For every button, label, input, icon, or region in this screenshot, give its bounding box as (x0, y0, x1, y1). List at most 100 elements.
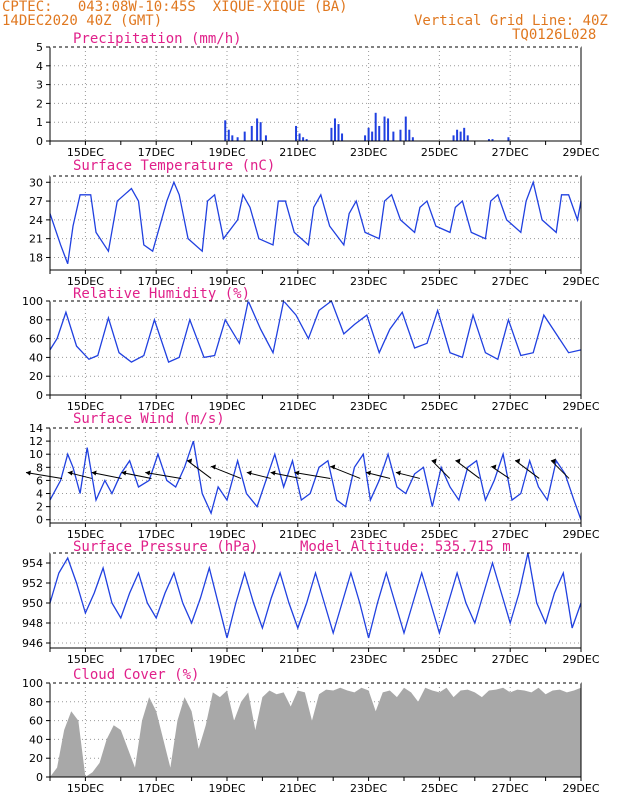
series-line (49, 552, 582, 639)
header-station: CPTEC: 043:08W-10:45S XIQUE-XIQUE (BA) (2, 0, 348, 15)
wind-vector (455, 460, 480, 479)
wind-arrowhead (121, 470, 127, 476)
y-tick-label: 4 (36, 488, 43, 501)
wind-vector (25, 471, 63, 479)
wind-arrowhead (551, 458, 556, 464)
x-tick-label: 27DEC (492, 528, 529, 541)
precip-bar (507, 137, 510, 141)
precip-bar (491, 139, 494, 141)
x-tick-label: 27DEC (492, 146, 529, 159)
x-tick-label: 15DEC (67, 275, 104, 288)
header-model: TQ0126L028 (512, 27, 597, 43)
x-tick-label: 27DEC (492, 400, 529, 413)
precip-bar (367, 127, 370, 141)
panel-title: Relative Humidity (%) (73, 286, 250, 302)
y-tick-label: 40 (29, 351, 43, 364)
x-tick-label: 17DEC (138, 528, 175, 541)
x-tick-label: 23DEC (350, 653, 387, 666)
wind-vector (270, 471, 301, 479)
x-tick-label: 19DEC (208, 275, 245, 288)
x-tick-label: 29DEC (562, 653, 599, 666)
y-tick-label: 2 (36, 97, 43, 110)
y-tick-label: 946 (22, 637, 43, 650)
y-tick-label: 3 (36, 79, 43, 92)
x-tick-label: 29DEC (562, 782, 599, 795)
precip-bar (295, 125, 298, 141)
x-tick-label: 17DEC (138, 146, 175, 159)
x-tick-label: 23DEC (350, 275, 387, 288)
x-tick-label: 19DEC (208, 400, 245, 413)
panel-title: Surface Pressure (hPa) (73, 539, 258, 555)
x-tick-label: 17DEC (138, 275, 175, 288)
wind-arrowhead (145, 470, 151, 476)
wind-vector (294, 471, 331, 479)
precip-bar (459, 131, 462, 141)
wind-arrowhead (26, 470, 31, 476)
x-tick-label: 25DEC (421, 653, 458, 666)
y-tick-label: 6 (36, 474, 43, 487)
y-tick-label: 10 (29, 448, 43, 461)
x-tick-label: 23DEC (350, 782, 387, 795)
y-tick-label: 948 (22, 617, 43, 630)
wind-arrowhead (210, 464, 216, 470)
series-line (49, 180, 582, 264)
precip-bar (392, 131, 395, 141)
x-tick-label: 15DEC (67, 146, 104, 159)
x-tick-label: 29DEC (562, 146, 599, 159)
precip-bar (371, 131, 374, 141)
precip-bar (236, 137, 239, 141)
wind-arrowhead (91, 470, 97, 476)
y-tick-label: 14 (29, 422, 43, 435)
y-tick-label: 952 (22, 577, 43, 590)
wind-arrowhead (294, 470, 300, 476)
precip-bar (298, 133, 301, 141)
precip-bar (463, 127, 466, 141)
precip-bar (374, 112, 377, 141)
x-tick-label: 27DEC (492, 275, 529, 288)
precip-bar (341, 133, 344, 141)
precip-bar (404, 116, 407, 141)
precip-bar (387, 118, 390, 141)
x-tick-label: 21DEC (279, 528, 316, 541)
panel-6: Cloud Cover (%) 0 20 40 60 80 100 15DEC 17DEC 19D… (22, 667, 600, 795)
precip-bar (364, 135, 367, 141)
panel-title: Surface Temperature (nC) (73, 158, 275, 174)
series-line (49, 298, 582, 363)
x-tick-label: 17DEC (138, 653, 175, 666)
precip-bar (399, 129, 402, 141)
precip-bar (466, 135, 469, 141)
x-tick-label: 19DEC (208, 528, 245, 541)
wind-vector (330, 465, 361, 479)
precip-bar (302, 137, 305, 141)
y-tick-label: 20 (29, 752, 43, 765)
wind-arrowhead (455, 458, 461, 464)
wind-arrowhead (515, 458, 521, 464)
x-tick-label: 21DEC (279, 782, 316, 795)
y-tick-label: 0 (36, 514, 43, 527)
x-tick-label: 21DEC (279, 400, 316, 413)
panel-5: Surface Pressure (hPa) Model Altitude: 53… (22, 539, 600, 666)
y-tick-label: 18 (29, 251, 43, 264)
panel-3: Relative Humidity (%) 0 20 40 60 80 100 15DEC 17… (22, 286, 600, 413)
wind-arrowhead (366, 470, 372, 476)
wind-vector (210, 465, 242, 479)
x-tick-label: 15DEC (67, 528, 104, 541)
x-tick-label: 21DEC (279, 275, 316, 288)
precip-bar (408, 129, 411, 141)
y-tick-label: 60 (29, 715, 43, 728)
precip-bar (227, 129, 230, 141)
x-tick-label: 21DEC (279, 146, 316, 159)
precip-bar (487, 139, 490, 141)
series-line (49, 440, 582, 520)
x-tick-label: 23DEC (350, 146, 387, 159)
panel-1: Precipitation (mm/h) 0 1 2 3 4 5 15DEC 17DEC 19DE… (36, 31, 600, 159)
precip-bar (231, 135, 234, 141)
y-tick-label: 4 (36, 60, 43, 73)
y-tick-label: 954 (22, 557, 43, 570)
panel-title: Surface Wind (m/s) (73, 411, 225, 427)
precip-bar (452, 135, 455, 141)
x-tick-label: 21DEC (279, 653, 316, 666)
x-tick-label: 19DEC (208, 782, 245, 795)
